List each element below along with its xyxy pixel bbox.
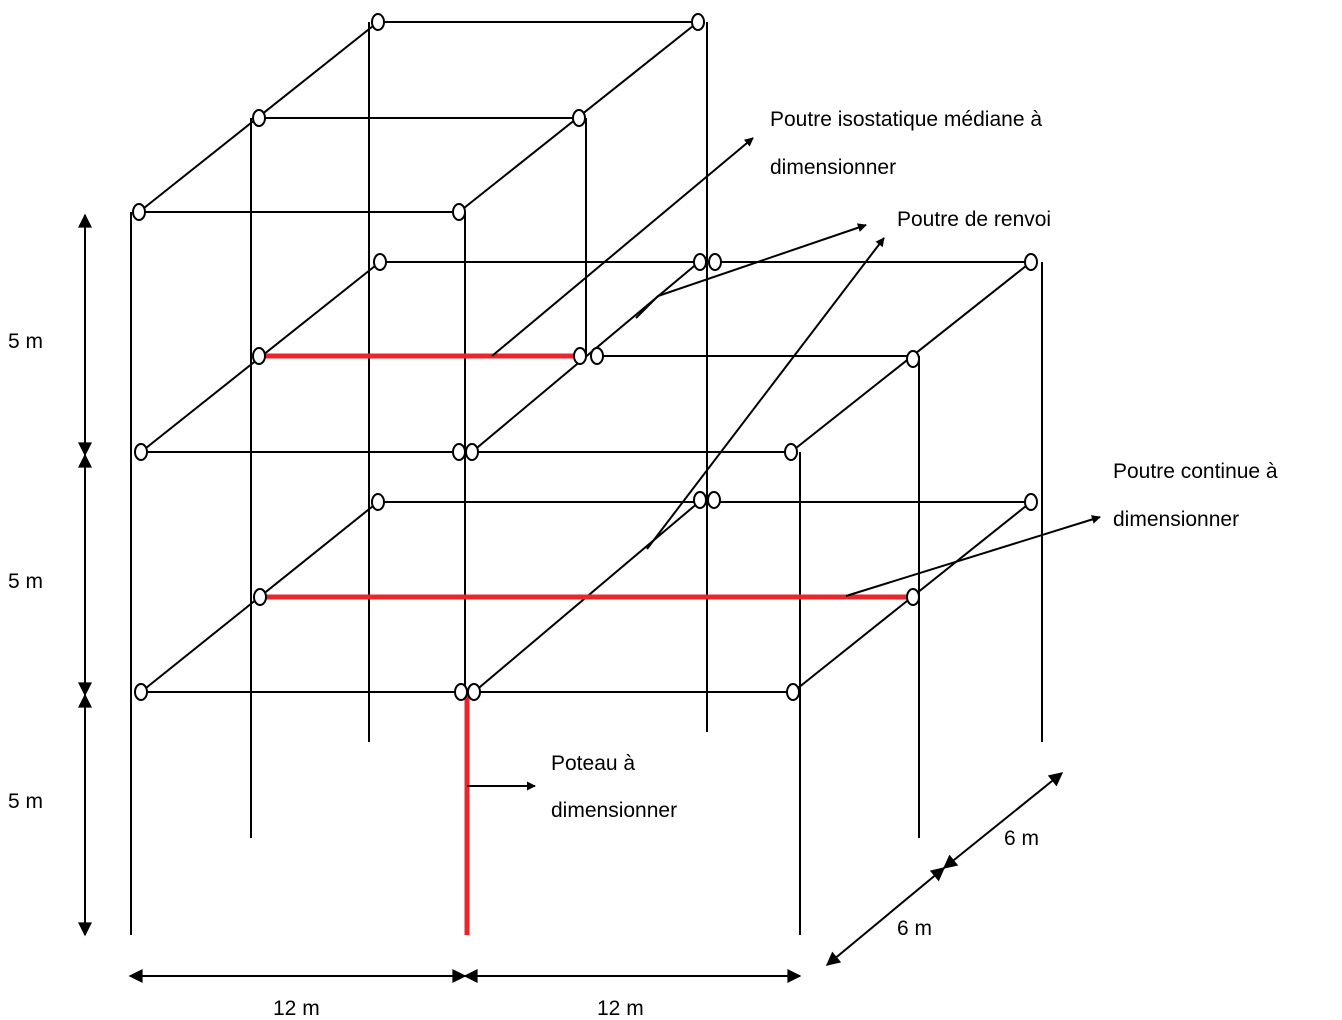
hinge (253, 588, 267, 606)
hinges (132, 13, 1038, 701)
hinge (708, 253, 722, 271)
hinge (693, 253, 707, 271)
height-label-bottom: 5 m (8, 790, 43, 813)
isostatic-beam-leader (491, 137, 754, 357)
hinge (454, 683, 468, 701)
hinge (906, 350, 920, 368)
continuous-beam-leader (845, 515, 1101, 597)
continuous-beam-label-line2: dimensionner (1113, 508, 1239, 531)
hinge (572, 109, 586, 127)
depth-label-front: 6 m (897, 917, 932, 940)
hinge (134, 443, 148, 461)
depth-dimension-back (942, 772, 1064, 869)
hinge (452, 443, 466, 461)
renvoi-beam-label: Poutre de renvoi (897, 208, 1051, 231)
isostatic-beam-label-line1: Poutre isostatique médiane à (770, 108, 1042, 131)
hinge (132, 203, 146, 221)
hinge (691, 13, 705, 31)
leader-arrows (467, 137, 1101, 791)
hinge (693, 491, 707, 509)
hinge (590, 347, 604, 365)
dimension-lines (78, 213, 1064, 983)
hinge (134, 683, 148, 701)
renvoi-beam-leader-2 (646, 237, 885, 550)
hinge (452, 203, 466, 221)
continuous-beam-label-line1: Poutre continue à (1113, 460, 1278, 483)
hinge (906, 588, 920, 606)
dimension-labels: 5 m 5 m 5 m 12 m 12 m 6 m 6 m (8, 330, 1039, 1020)
hinge (784, 443, 798, 461)
depth-dimension-front (825, 867, 946, 966)
width-label-left: 12 m (273, 997, 320, 1020)
width-label-right: 12 m (597, 997, 644, 1020)
annotation-labels: Poutre isostatique médiane à dimensionne… (551, 108, 1278, 822)
hinge (371, 493, 385, 511)
depth-label-back: 6 m (1004, 827, 1039, 850)
hinge (371, 13, 385, 31)
hinge (1024, 493, 1038, 511)
renvoi-beam-leader (635, 223, 867, 319)
beams-top-level (138, 21, 699, 213)
height-label-middle: 5 m (8, 570, 43, 593)
hinge (573, 347, 587, 365)
hinge (373, 253, 387, 271)
height-label-top: 5 m (8, 330, 43, 353)
hinge (252, 347, 266, 365)
column-label-line1: Poteau à (551, 752, 635, 775)
column-label-line2: dimensionner (551, 799, 677, 822)
hinge (252, 109, 266, 127)
columns (130, 22, 1043, 935)
hinge (465, 443, 479, 461)
hinge (467, 683, 481, 701)
hinge (1024, 253, 1038, 271)
hinge (786, 683, 800, 701)
hinge (707, 491, 721, 509)
isostatic-beam-label-line2: dimensionner (770, 156, 896, 179)
